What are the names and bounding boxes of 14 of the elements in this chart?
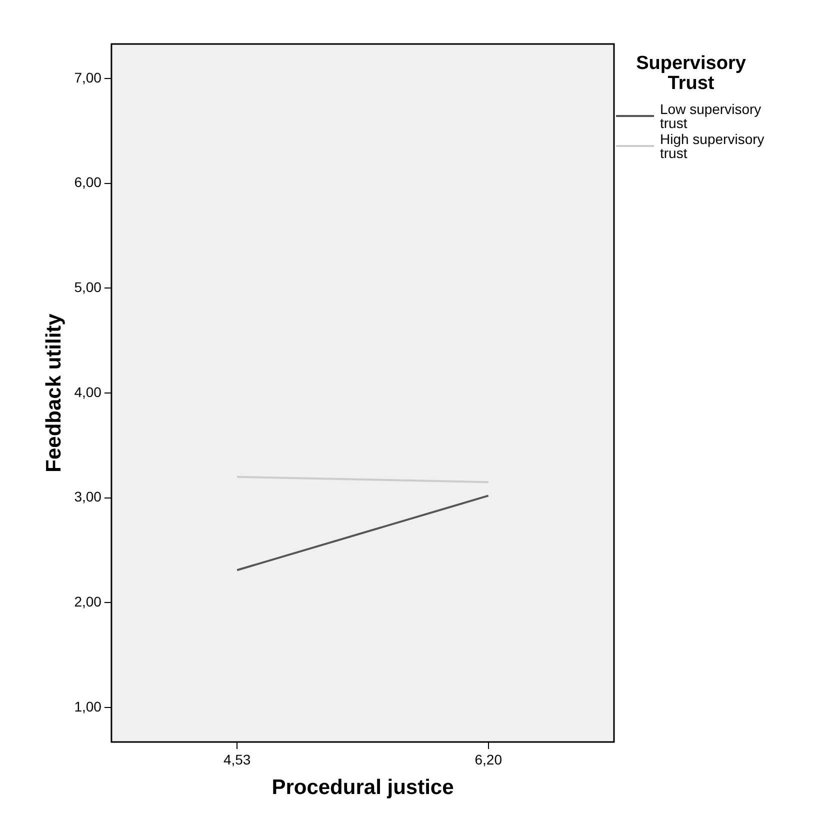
y-axis-title: Feedback utility — [42, 313, 66, 472]
y-tick-label: 2,00 — [74, 593, 102, 610]
x-axis-title: Procedural justice — [272, 776, 454, 800]
x-tick-label: 4,53 — [223, 751, 251, 768]
y-tick-label: 1,00 — [74, 698, 102, 714]
y-tick-label: 6,00 — [74, 174, 102, 190]
x-tick-label: 6,20 — [474, 751, 502, 768]
legend-title: Supervisory Trust — [635, 53, 747, 94]
legend-label: Low supervisory trust — [660, 101, 762, 131]
y-tick-label: 5,00 — [74, 279, 102, 296]
y-tick-label: 3,00 — [74, 488, 102, 505]
legend-label: High supervisory trust — [660, 131, 766, 161]
y-tick-label: 4,00 — [74, 384, 102, 400]
y-tick-label: 7,00 — [74, 69, 102, 86]
